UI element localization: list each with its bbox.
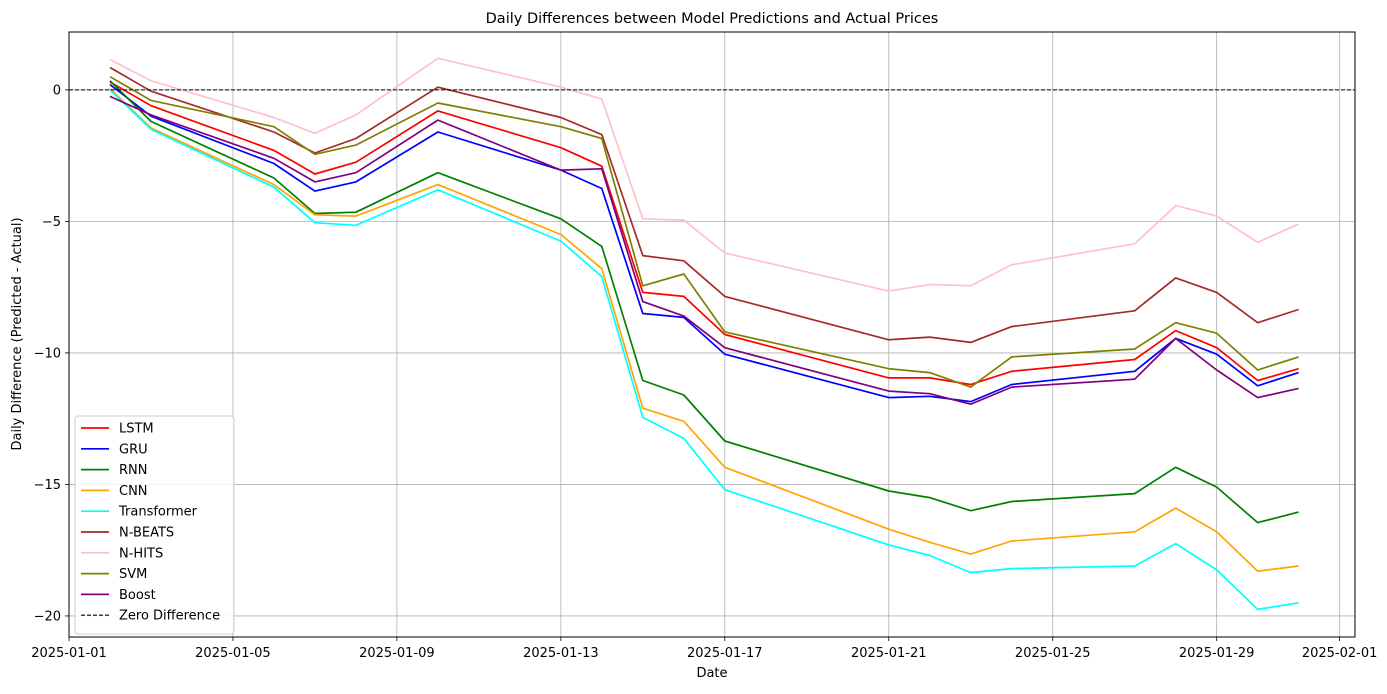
x-tick-label: 2025-01-05 [195, 646, 271, 661]
x-axis-ticks: 2025-01-01 2025-01-05 2025-01-09 2025-01-13… [31, 637, 1377, 661]
x-tick-label: 2025-01-25 [1015, 646, 1091, 661]
series-line-cnn [109, 87, 1299, 573]
legend-box [74, 415, 235, 635]
y-tick-label: −15 [34, 478, 61, 493]
legend-label: RNN [119, 463, 147, 478]
legend-label: N-BEATS [119, 526, 174, 541]
legend-label: Zero Difference [119, 609, 220, 624]
legend-label: CNN [119, 484, 148, 499]
legend: LSTM GRU RNN CNN Transformer N-BEATS N-HITS SVM… [74, 415, 235, 635]
x-tick-label: 2025-01-21 [851, 646, 927, 661]
legend-label: GRU [119, 442, 148, 457]
y-tick-label: −5 [42, 215, 61, 230]
x-tick-label: 2025-01-13 [523, 646, 599, 661]
legend-label: Boost [119, 588, 156, 603]
x-tick-label: 2025-01-09 [359, 646, 435, 661]
series-line-n-beats [109, 66, 1299, 344]
legend-label: SVM [119, 567, 147, 582]
legend-label: LSTM [119, 422, 154, 437]
plot-frame [68, 31, 1356, 638]
x-tick-label: 2025-01-01 [31, 646, 107, 661]
series-line-lstm [109, 81, 1299, 386]
x-tick-label: 2025-02-01 [1302, 646, 1378, 661]
series-line-transformer [109, 89, 1299, 611]
chart-title: Daily Differences between Model Predicti… [486, 11, 939, 27]
x-tick-label: 2025-01-17 [687, 646, 763, 661]
series-line-boost [109, 95, 1299, 406]
series-lines [69, 57, 1355, 611]
series-line-rnn [109, 80, 1299, 524]
series-line-svm [109, 75, 1299, 388]
legend-label: N-HITS [119, 546, 163, 561]
y-tick-label: −20 [34, 609, 61, 624]
y-axis-ticks: 0 −5 −10 −15 −20 [34, 83, 69, 624]
grid-lines [68, 32, 1355, 637]
y-axis-label: Daily Difference (Predicted - Actual) [10, 217, 25, 450]
y-tick-label: −10 [34, 346, 61, 361]
x-tick-label: 2025-01-29 [1179, 646, 1255, 661]
y-tick-label: 0 [53, 83, 61, 98]
legend-label: Transformer [118, 505, 198, 520]
x-axis-label: Date [696, 666, 727, 681]
series-line-n-hits [109, 57, 1299, 292]
series-line-gru [109, 83, 1299, 403]
